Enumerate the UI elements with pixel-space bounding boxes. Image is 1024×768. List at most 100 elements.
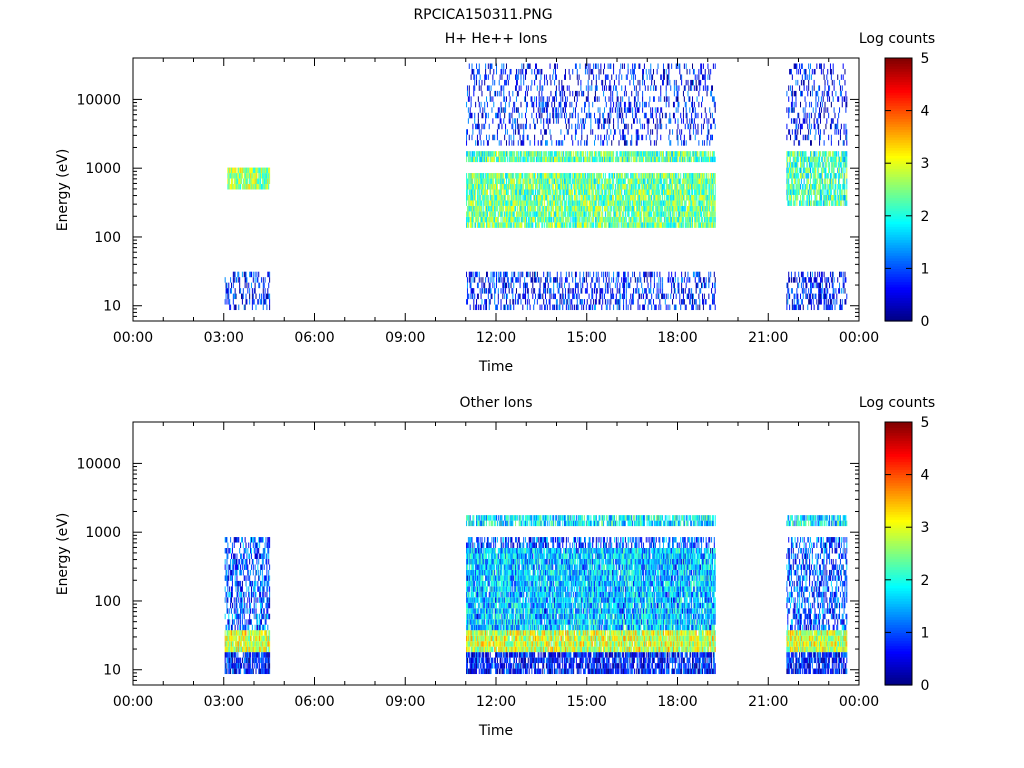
heatmap-cell	[531, 200, 533, 206]
heatmap-cell	[691, 222, 693, 228]
heatmap-cell	[228, 167, 230, 174]
heatmap-cell	[500, 173, 502, 179]
heatmap-cell	[532, 200, 534, 206]
heatmap-cell	[472, 184, 474, 190]
heatmap-cell	[642, 304, 644, 311]
heatmap-cell	[479, 156, 481, 163]
heatmap-cell	[644, 222, 646, 228]
heatmap-cell	[619, 151, 621, 157]
heatmap-cell	[704, 68, 706, 75]
heatmap-cell	[476, 134, 478, 141]
heatmap-cell	[706, 118, 708, 124]
heatmap-cell	[559, 189, 561, 195]
heatmap-cell	[557, 173, 559, 179]
heatmap-cell	[630, 178, 632, 185]
heatmap-cell	[521, 68, 523, 75]
heatmap-cell	[692, 173, 694, 179]
heatmap-cell	[623, 288, 625, 294]
heatmap-cell	[509, 156, 511, 163]
heatmap-cell	[594, 178, 596, 185]
heatmap-cell	[567, 173, 569, 179]
heatmap-cell	[531, 216, 533, 223]
heatmap-cell	[231, 173, 233, 179]
heatmap-cell	[580, 140, 582, 146]
heatmap-cell	[539, 156, 541, 163]
heatmap-cell	[514, 211, 516, 217]
heatmap-cell	[498, 211, 500, 217]
heatmap-cell	[606, 151, 608, 157]
heatmap-cell	[575, 194, 577, 201]
heatmap-cell	[659, 173, 661, 179]
heatmap-cell	[576, 178, 578, 185]
heatmap-cell	[496, 129, 498, 135]
heatmap-cell	[247, 173, 249, 179]
heatmap-cell	[548, 178, 550, 185]
heatmap-cell	[490, 85, 492, 91]
heatmap-cell	[652, 173, 654, 179]
heatmap-cell	[605, 184, 607, 190]
heatmap-cell	[649, 194, 651, 201]
heatmap-cell	[493, 205, 495, 212]
heatmap-cell	[643, 151, 645, 157]
heatmap-cell	[673, 79, 675, 86]
heatmap-cell	[594, 184, 596, 190]
heatmap-cell	[672, 151, 674, 157]
heatmap-cell	[705, 189, 707, 195]
heatmap-cell	[653, 216, 655, 223]
heatmap-cell	[692, 178, 694, 185]
heatmap-cell	[508, 205, 510, 212]
heatmap-cell	[634, 63, 636, 69]
heatmap-cell	[545, 194, 547, 201]
heatmap-cell	[574, 211, 576, 217]
heatmap-cell	[545, 216, 547, 223]
heatmap-cell	[629, 282, 631, 289]
heatmap-cell	[468, 90, 470, 97]
heatmap-cell	[466, 216, 468, 223]
heatmap-cell	[565, 184, 567, 190]
heatmap-cell	[608, 216, 610, 223]
heatmap-cell	[631, 184, 633, 190]
heatmap-cell	[697, 189, 699, 195]
heatmap-cell	[668, 96, 670, 102]
heatmap-cell	[686, 156, 688, 163]
heatmap-cell	[545, 277, 546, 283]
heatmap-cell	[567, 293, 569, 300]
heatmap-cell	[668, 68, 670, 75]
heatmap-cell	[485, 200, 487, 206]
heatmap-cell	[491, 184, 493, 190]
heatmap-cell	[255, 178, 257, 185]
heatmap-cell	[654, 85, 656, 91]
heatmap-cell	[704, 216, 706, 223]
heatmap-cell	[502, 222, 504, 228]
heatmap-cell	[517, 107, 519, 113]
heatmap-cell	[559, 200, 561, 206]
heatmap-cell	[681, 282, 683, 289]
heatmap-cell	[505, 68, 507, 75]
heatmap-cell	[643, 74, 645, 80]
heatmap-cell	[544, 156, 546, 163]
heatmap-cell	[225, 282, 227, 289]
heatmap-cell	[625, 184, 627, 190]
heatmap-cell	[542, 156, 544, 163]
heatmap-cell	[692, 299, 694, 305]
heatmap-cell	[691, 205, 693, 212]
heatmap-cell	[513, 151, 515, 157]
heatmap-cell	[688, 222, 690, 228]
heatmap-cell	[237, 173, 239, 179]
heatmap-cell	[476, 184, 478, 190]
heatmap-cell	[466, 288, 468, 294]
heatmap-cell	[548, 288, 550, 294]
heatmap-cell	[694, 112, 696, 119]
heatmap-cell	[681, 288, 683, 294]
heatmap-cell	[553, 68, 555, 75]
heatmap-cell	[487, 156, 489, 163]
heatmap-cell	[564, 173, 566, 179]
heatmap-cell	[500, 205, 502, 212]
heatmap-cell	[495, 200, 497, 206]
heatmap-cell	[667, 74, 669, 80]
heatmap-cell	[490, 194, 492, 201]
heatmap-cell	[231, 184, 233, 190]
heatmap-cell	[623, 134, 625, 141]
heatmap-cell	[674, 200, 676, 206]
heatmap-cell	[638, 293, 640, 300]
